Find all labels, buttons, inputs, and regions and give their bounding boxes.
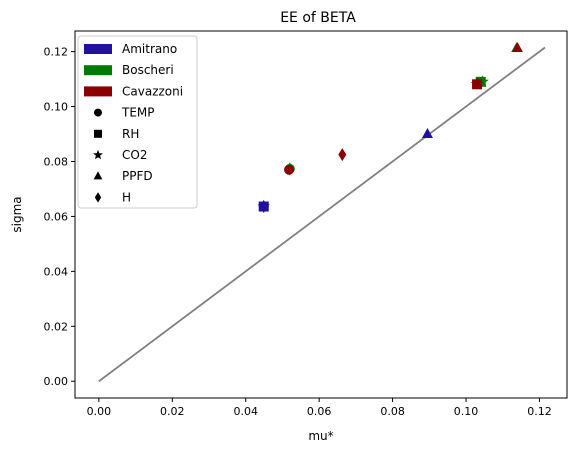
x-axis-ticks: 0.00 0.02 0.04 0.06 0.08 0.10 0.12: [87, 398, 552, 418]
legend-swatch-cavazzoni: [84, 86, 112, 97]
y-tick-label: 0.06: [44, 210, 69, 223]
legend-marker-diamond-icon: [94, 192, 102, 203]
legend-label-boscheri: Boscheri: [122, 63, 174, 77]
x-tick-label: 0.10: [454, 405, 479, 418]
data-point-boscheri-co2: [476, 75, 489, 88]
legend-swatch-boscheri: [84, 65, 112, 76]
y-tick-label: 0.02: [44, 320, 69, 333]
data-point-cavazzoni-co2: [470, 77, 484, 90]
x-tick-label: 0.06: [307, 405, 332, 418]
y-tick-label: 0.12: [44, 46, 69, 59]
legend-swatch-amitrano: [84, 44, 112, 54]
y-tick-label: 0.08: [44, 155, 69, 168]
legend-marker-triangle-icon: [93, 171, 103, 180]
reference-line: [98, 46, 546, 382]
y-tick-label: 0.00: [44, 375, 69, 388]
x-tick-label: 0.08: [380, 405, 405, 418]
plot-area: [98, 42, 546, 382]
x-tick-label: 0.12: [527, 405, 552, 418]
data-point-amitrano-ppfd: [421, 128, 433, 139]
legend-label-cavazzoni: Cavazzoni: [122, 84, 183, 98]
y-tick-label: 0.10: [44, 101, 69, 114]
legend: Amitrano Boscheri Cavazzoni TEMP RH CO2 PPFD H: [77, 35, 198, 209]
series-cavazzoni: [284, 42, 523, 175]
data-point-amitrano-h: [259, 200, 268, 214]
data-point-cavazzoni-ppfd: [511, 42, 523, 53]
x-axis-label: mu*: [308, 429, 333, 443]
data-point-cavazzoni-temp: [284, 164, 295, 175]
legend-marker-star-icon: [93, 149, 103, 160]
legend-marker-square-icon: [94, 129, 102, 138]
legend-box: [77, 35, 198, 209]
legend-label-co2: CO2: [122, 148, 147, 162]
legend-label-rh: RH: [122, 127, 139, 141]
axes-frame: [74, 30, 568, 399]
legend-label-temp: TEMP: [121, 106, 155, 120]
legend-marker-circle-icon: [94, 108, 102, 117]
y-axis-label: sigma: [10, 196, 24, 232]
y-axis-ticks: 0.00 0.02 0.04 0.06 0.08 0.10 0.12: [44, 46, 75, 388]
series-amitrano: [257, 128, 433, 214]
x-tick-label: 0.02: [160, 405, 185, 418]
legend-label-amitrano: Amitrano: [122, 42, 177, 56]
data-point-cavazzoni-h: [338, 148, 347, 162]
legend-label-ppfd: PPFD: [122, 169, 153, 183]
chart-title: EE of BETA: [280, 10, 356, 26]
x-tick-label: 0.00: [87, 405, 112, 418]
y-tick-label: 0.04: [44, 265, 69, 278]
axes-border: [74, 30, 568, 399]
legend-label-h: H: [122, 190, 131, 204]
x-tick-label: 0.04: [233, 405, 258, 418]
